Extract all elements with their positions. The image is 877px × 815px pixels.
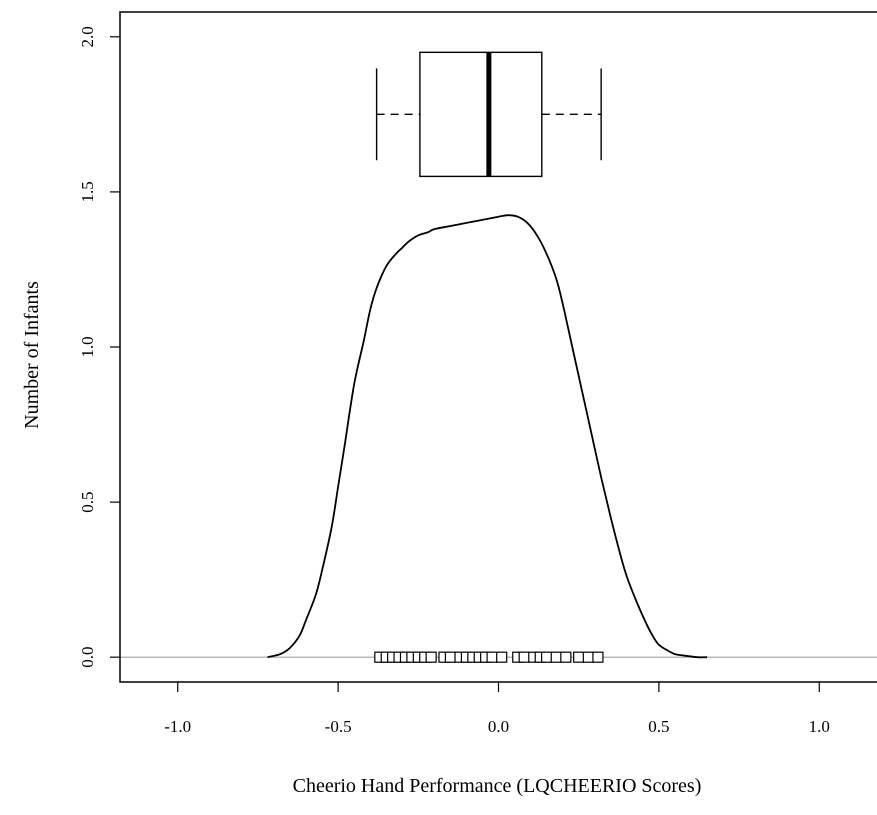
y-tick-label: 0.5 (78, 491, 97, 512)
y-tick-label: 1.0 (78, 336, 97, 357)
rug-point (444, 651, 456, 663)
rug-point (496, 651, 508, 663)
rug-point (425, 651, 437, 663)
y-axis-title: Number of Infants (21, 281, 43, 429)
y-tick-label: 0.0 (78, 647, 97, 668)
y-tick-label: 1.5 (78, 181, 97, 202)
rug-point (550, 651, 562, 663)
x-tick-label: 0.5 (648, 717, 669, 736)
axes: -1.0 -0.5 0.0 0.5 1.0 0.0 0.5 1.0 1.5 2.0 (78, 11, 877, 736)
rug-point (541, 651, 553, 663)
y-tick-label: 2.0 (78, 26, 97, 47)
x-tick-label: -0.5 (325, 717, 352, 736)
x-tick-label: 0.0 (488, 717, 509, 736)
density-curve (267, 214, 708, 659)
rug-point (573, 651, 585, 663)
x-axis-title: Cheerio Hand Performance (LQCHEERIO Scor… (293, 775, 702, 797)
boxplot-box (419, 51, 543, 178)
plot-area (120, 51, 877, 663)
rug-point (518, 651, 530, 663)
rug-point (582, 651, 594, 663)
x-tick-label: -1.0 (164, 717, 191, 736)
rug-point (486, 651, 498, 663)
rug-point (560, 651, 572, 663)
x-tick-label: 1.0 (809, 717, 830, 736)
rug-point (592, 651, 604, 663)
